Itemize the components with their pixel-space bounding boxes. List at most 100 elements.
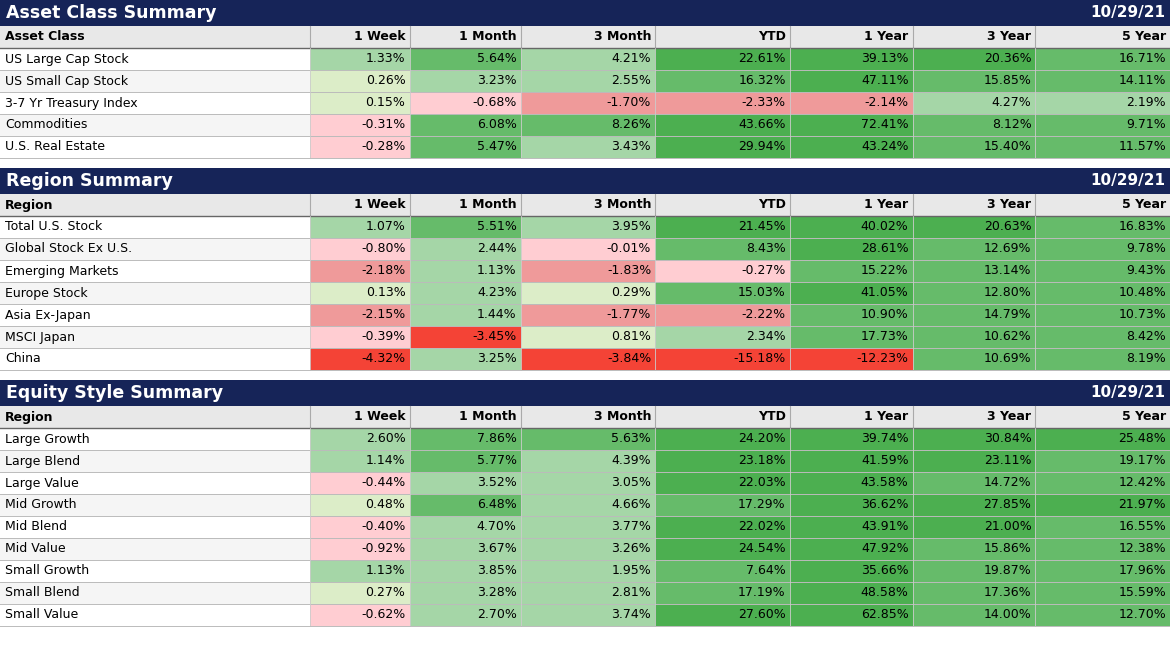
Bar bbox=[310, 494, 410, 516]
Bar bbox=[310, 70, 410, 92]
Text: 4.66%: 4.66% bbox=[612, 499, 652, 512]
Text: -0.80%: -0.80% bbox=[362, 242, 406, 256]
Text: 11.57%: 11.57% bbox=[1119, 140, 1166, 154]
Text: YTD: YTD bbox=[758, 198, 786, 211]
Bar bbox=[790, 304, 913, 326]
Bar bbox=[790, 326, 913, 348]
Bar bbox=[913, 428, 1035, 450]
Text: 0.29%: 0.29% bbox=[612, 286, 652, 300]
Text: 8.43%: 8.43% bbox=[746, 242, 786, 256]
Text: 2.55%: 2.55% bbox=[612, 74, 652, 87]
Text: Asset Class Summary: Asset Class Summary bbox=[6, 4, 216, 22]
Text: 14.11%: 14.11% bbox=[1119, 74, 1166, 87]
Bar bbox=[310, 216, 410, 238]
Bar bbox=[655, 216, 790, 238]
Bar bbox=[0, 216, 1170, 238]
Bar bbox=[410, 582, 521, 604]
Bar bbox=[655, 114, 790, 136]
Bar bbox=[655, 428, 790, 450]
Bar bbox=[1035, 472, 1170, 494]
Bar bbox=[410, 304, 521, 326]
Text: 0.81%: 0.81% bbox=[612, 331, 652, 344]
Bar bbox=[790, 216, 913, 238]
Bar bbox=[410, 238, 521, 260]
Bar bbox=[1035, 216, 1170, 238]
Text: YTD: YTD bbox=[758, 410, 786, 424]
Bar bbox=[1035, 92, 1170, 114]
Text: 24.54%: 24.54% bbox=[738, 543, 786, 556]
Bar bbox=[521, 70, 655, 92]
Text: 15.03%: 15.03% bbox=[738, 286, 786, 300]
Bar bbox=[913, 582, 1035, 604]
Bar bbox=[0, 304, 1170, 326]
Bar bbox=[1035, 494, 1170, 516]
Text: 16.32%: 16.32% bbox=[738, 74, 786, 87]
Text: 5 Year: 5 Year bbox=[1122, 198, 1166, 211]
Text: 43.66%: 43.66% bbox=[738, 118, 786, 132]
Text: -0.68%: -0.68% bbox=[473, 96, 517, 110]
Text: 3 Year: 3 Year bbox=[987, 198, 1032, 211]
Bar bbox=[1035, 48, 1170, 70]
Text: 1 Year: 1 Year bbox=[865, 198, 909, 211]
Text: US Large Cap Stock: US Large Cap Stock bbox=[5, 52, 129, 65]
Text: 36.62%: 36.62% bbox=[861, 499, 909, 512]
Text: 0.48%: 0.48% bbox=[365, 499, 406, 512]
Text: 28.61%: 28.61% bbox=[861, 242, 909, 256]
Text: 39.13%: 39.13% bbox=[861, 52, 909, 65]
Text: 3.67%: 3.67% bbox=[477, 543, 517, 556]
Text: 3.52%: 3.52% bbox=[477, 477, 517, 490]
Bar bbox=[1035, 582, 1170, 604]
Bar bbox=[310, 326, 410, 348]
Bar bbox=[0, 428, 1170, 450]
Bar bbox=[0, 194, 1170, 216]
Bar bbox=[913, 538, 1035, 560]
Text: 7.86%: 7.86% bbox=[477, 433, 517, 446]
Text: 39.74%: 39.74% bbox=[861, 433, 909, 446]
Bar bbox=[1035, 70, 1170, 92]
Bar bbox=[410, 604, 521, 626]
Text: 9.78%: 9.78% bbox=[1126, 242, 1166, 256]
Bar bbox=[0, 238, 1170, 260]
Text: 22.61%: 22.61% bbox=[738, 52, 786, 65]
Text: -15.18%: -15.18% bbox=[734, 353, 786, 366]
Bar bbox=[310, 114, 410, 136]
Text: 35.66%: 35.66% bbox=[861, 565, 909, 578]
Text: 9.43%: 9.43% bbox=[1127, 264, 1166, 278]
Bar bbox=[410, 70, 521, 92]
Text: 5.77%: 5.77% bbox=[476, 455, 517, 468]
Text: 2.44%: 2.44% bbox=[477, 242, 517, 256]
Text: 5 Year: 5 Year bbox=[1122, 410, 1166, 424]
Bar bbox=[1035, 538, 1170, 560]
Text: China: China bbox=[5, 353, 41, 366]
Text: 1.33%: 1.33% bbox=[366, 52, 406, 65]
Bar bbox=[790, 428, 913, 450]
Text: 6.48%: 6.48% bbox=[477, 499, 517, 512]
Bar bbox=[310, 560, 410, 582]
Text: 12.69%: 12.69% bbox=[984, 242, 1032, 256]
Text: 5.64%: 5.64% bbox=[477, 52, 517, 65]
Bar bbox=[913, 348, 1035, 370]
Bar bbox=[913, 216, 1035, 238]
Bar bbox=[0, 136, 1170, 158]
Bar bbox=[1035, 348, 1170, 370]
Bar bbox=[913, 114, 1035, 136]
Bar bbox=[655, 70, 790, 92]
Text: 19.87%: 19.87% bbox=[984, 565, 1032, 578]
Text: 10.48%: 10.48% bbox=[1119, 286, 1166, 300]
Text: 17.73%: 17.73% bbox=[861, 331, 909, 344]
Text: 15.85%: 15.85% bbox=[984, 74, 1032, 87]
Bar bbox=[0, 48, 1170, 70]
Bar bbox=[521, 472, 655, 494]
Text: 8.19%: 8.19% bbox=[1127, 353, 1166, 366]
Bar bbox=[521, 114, 655, 136]
Bar bbox=[0, 26, 1170, 48]
Bar bbox=[913, 450, 1035, 472]
Text: 13.14%: 13.14% bbox=[984, 264, 1032, 278]
Text: 0.13%: 0.13% bbox=[366, 286, 406, 300]
Bar bbox=[790, 450, 913, 472]
Text: Mid Blend: Mid Blend bbox=[5, 521, 67, 534]
Bar bbox=[1035, 450, 1170, 472]
Text: 3.74%: 3.74% bbox=[612, 609, 652, 621]
Text: 4.23%: 4.23% bbox=[477, 286, 517, 300]
Text: 0.26%: 0.26% bbox=[366, 74, 406, 87]
